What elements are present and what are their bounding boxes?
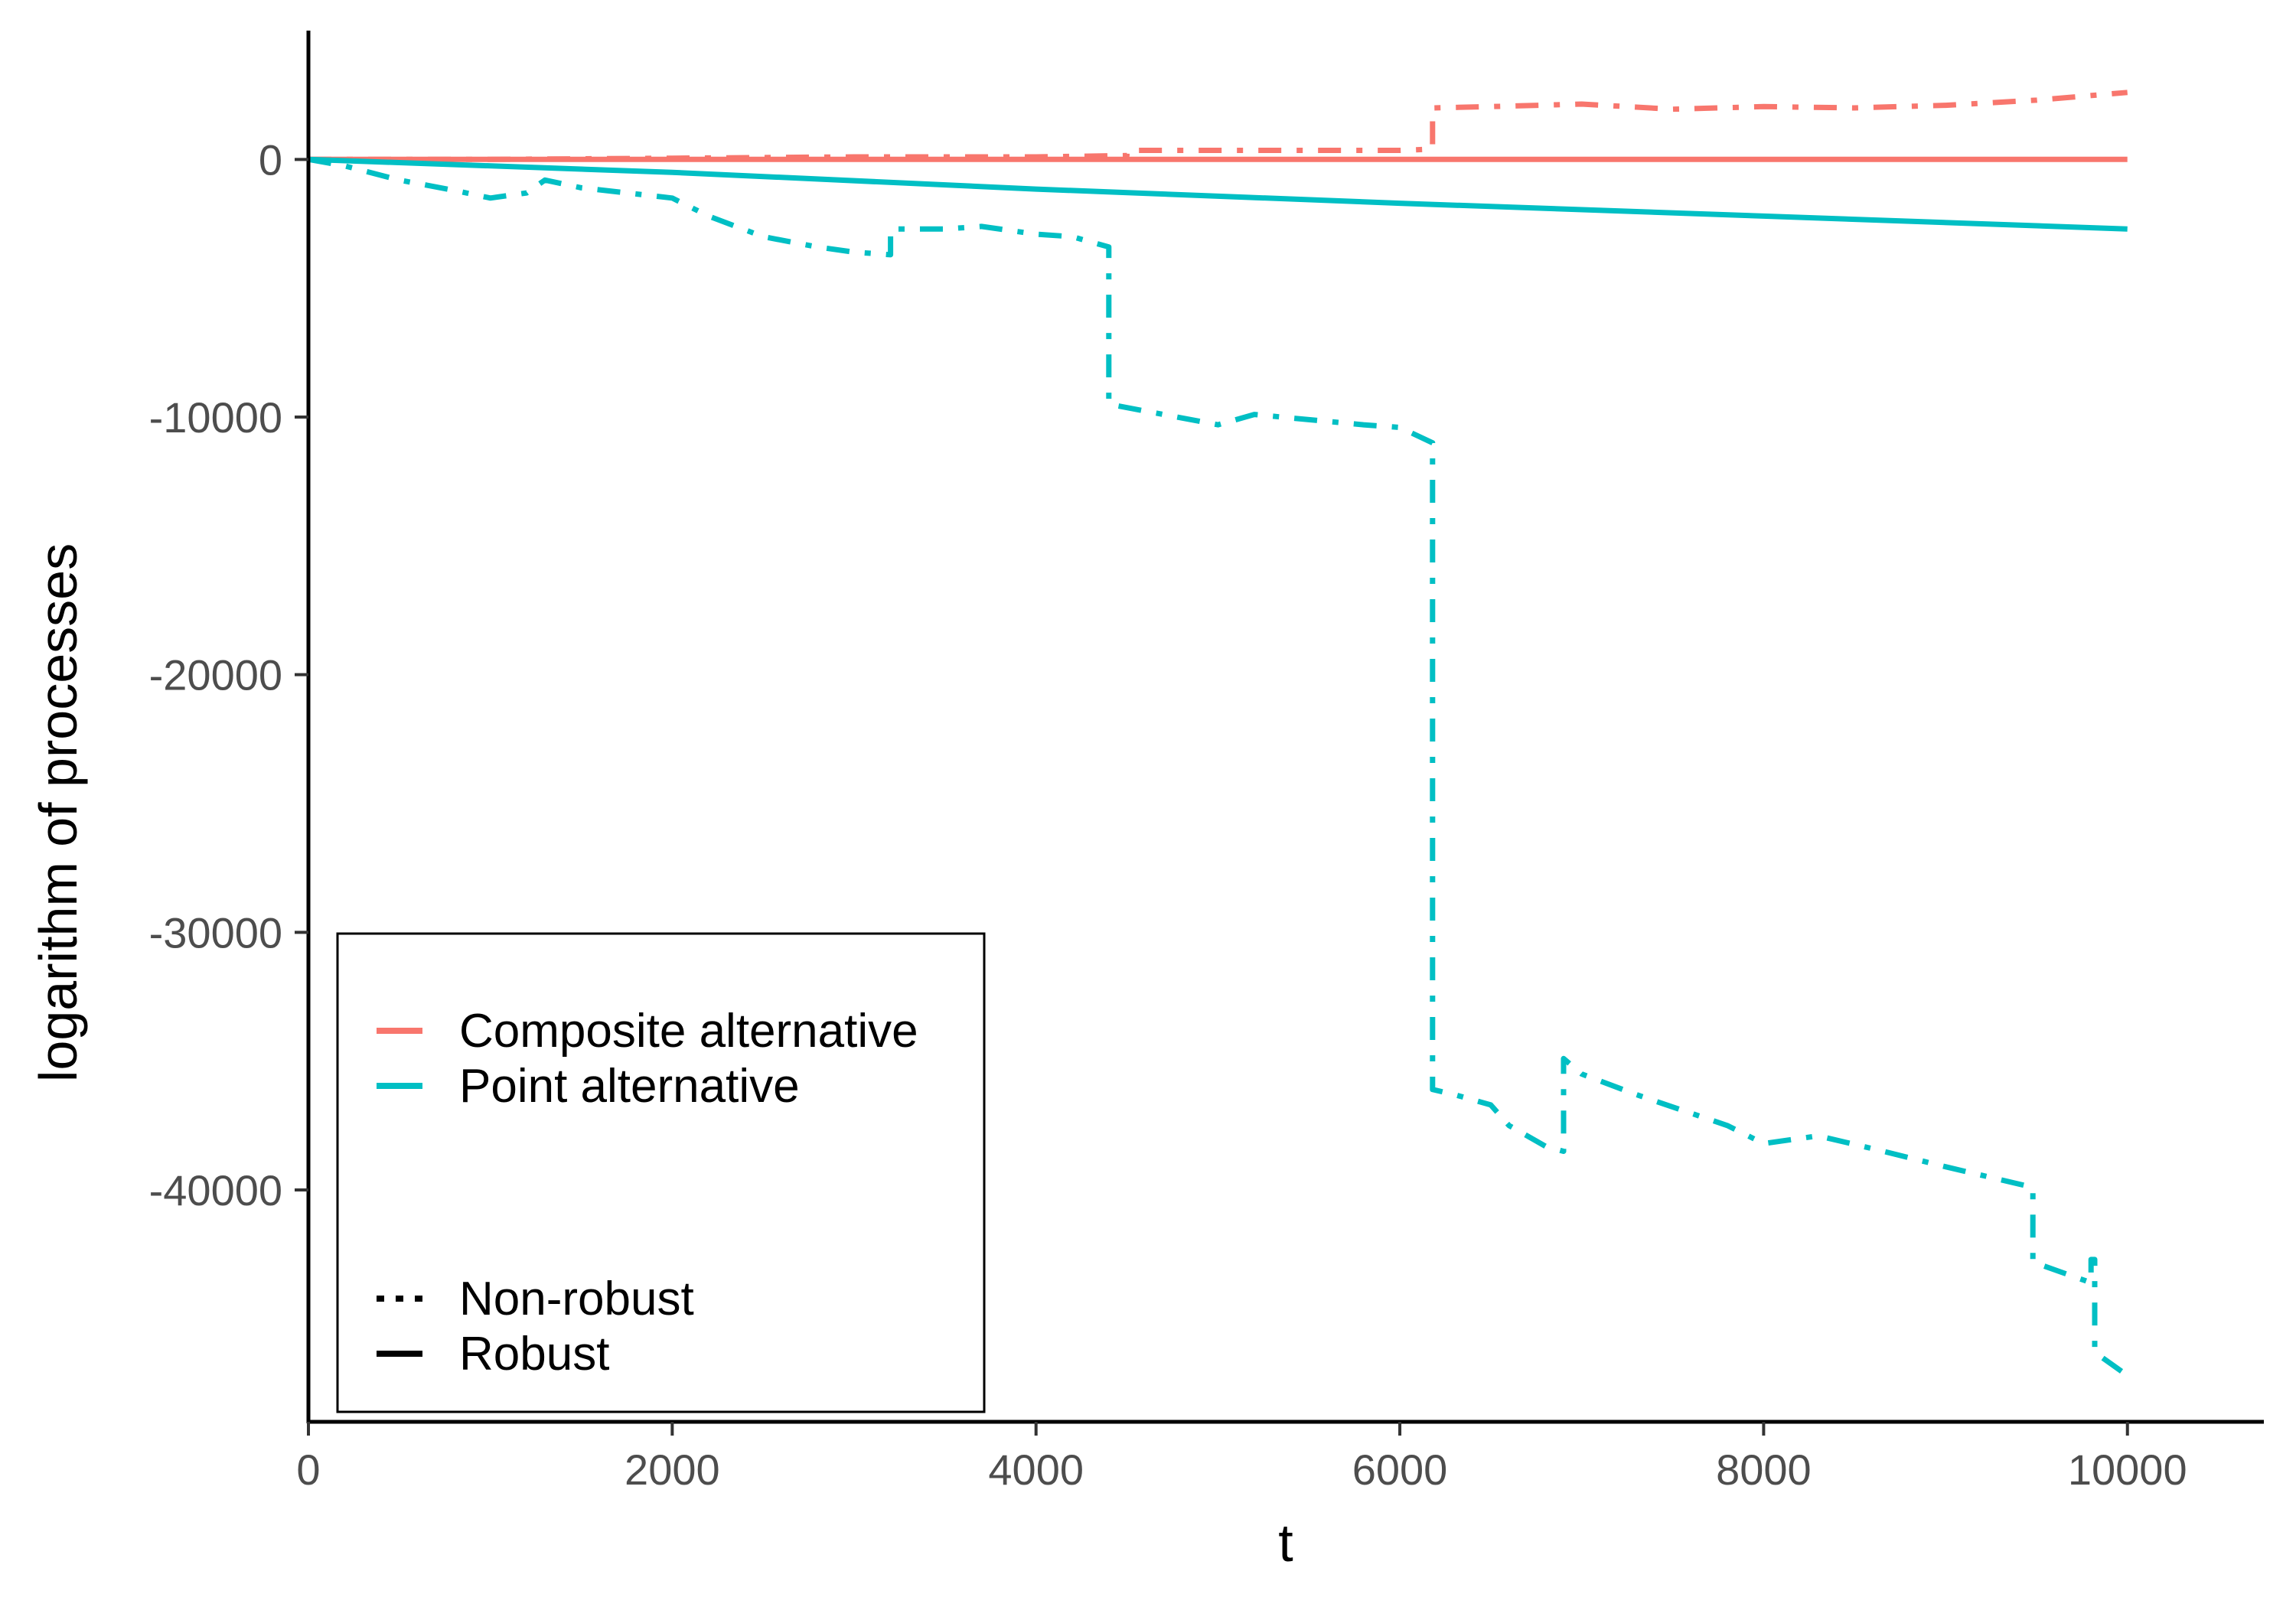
legend-label: Composite alternative bbox=[459, 1005, 918, 1058]
y-tick-label: -30000 bbox=[149, 908, 282, 957]
x-tick-label: 8000 bbox=[1716, 1446, 1812, 1494]
series-line-point-alternative-non-robust bbox=[308, 156, 2129, 1378]
x-tick-label: 10000 bbox=[2068, 1446, 2187, 1494]
series-line-point-alternative-robust bbox=[308, 156, 2128, 232]
y-axis-title: logarithm of processes bbox=[28, 543, 88, 1082]
chart-ticks: 0 2000 4000 6000 8000 10000 0 -10000 -20000 -3000… bbox=[149, 135, 2187, 1494]
legend-label: Robust bbox=[459, 1328, 609, 1380]
chart-marks bbox=[308, 90, 2129, 1378]
x-tick-label: 0 bbox=[296, 1446, 320, 1494]
legend-label: Non-robust bbox=[459, 1273, 694, 1325]
legend-label: Point alternative bbox=[459, 1060, 800, 1113]
x-axis-title: t bbox=[1278, 1513, 1293, 1573]
x-tick-label: 4000 bbox=[988, 1446, 1084, 1494]
series-line-composite-alternative-non-robust bbox=[308, 90, 2128, 162]
legend-box bbox=[336, 932, 986, 1413]
x-tick-label: 6000 bbox=[1352, 1446, 1448, 1494]
y-tick-label: -10000 bbox=[149, 393, 282, 442]
x-tick-label: 2000 bbox=[625, 1446, 720, 1494]
y-tick-label: 0 bbox=[259, 135, 282, 184]
y-tick-label: -20000 bbox=[149, 651, 282, 699]
y-tick-label: -40000 bbox=[149, 1166, 282, 1214]
